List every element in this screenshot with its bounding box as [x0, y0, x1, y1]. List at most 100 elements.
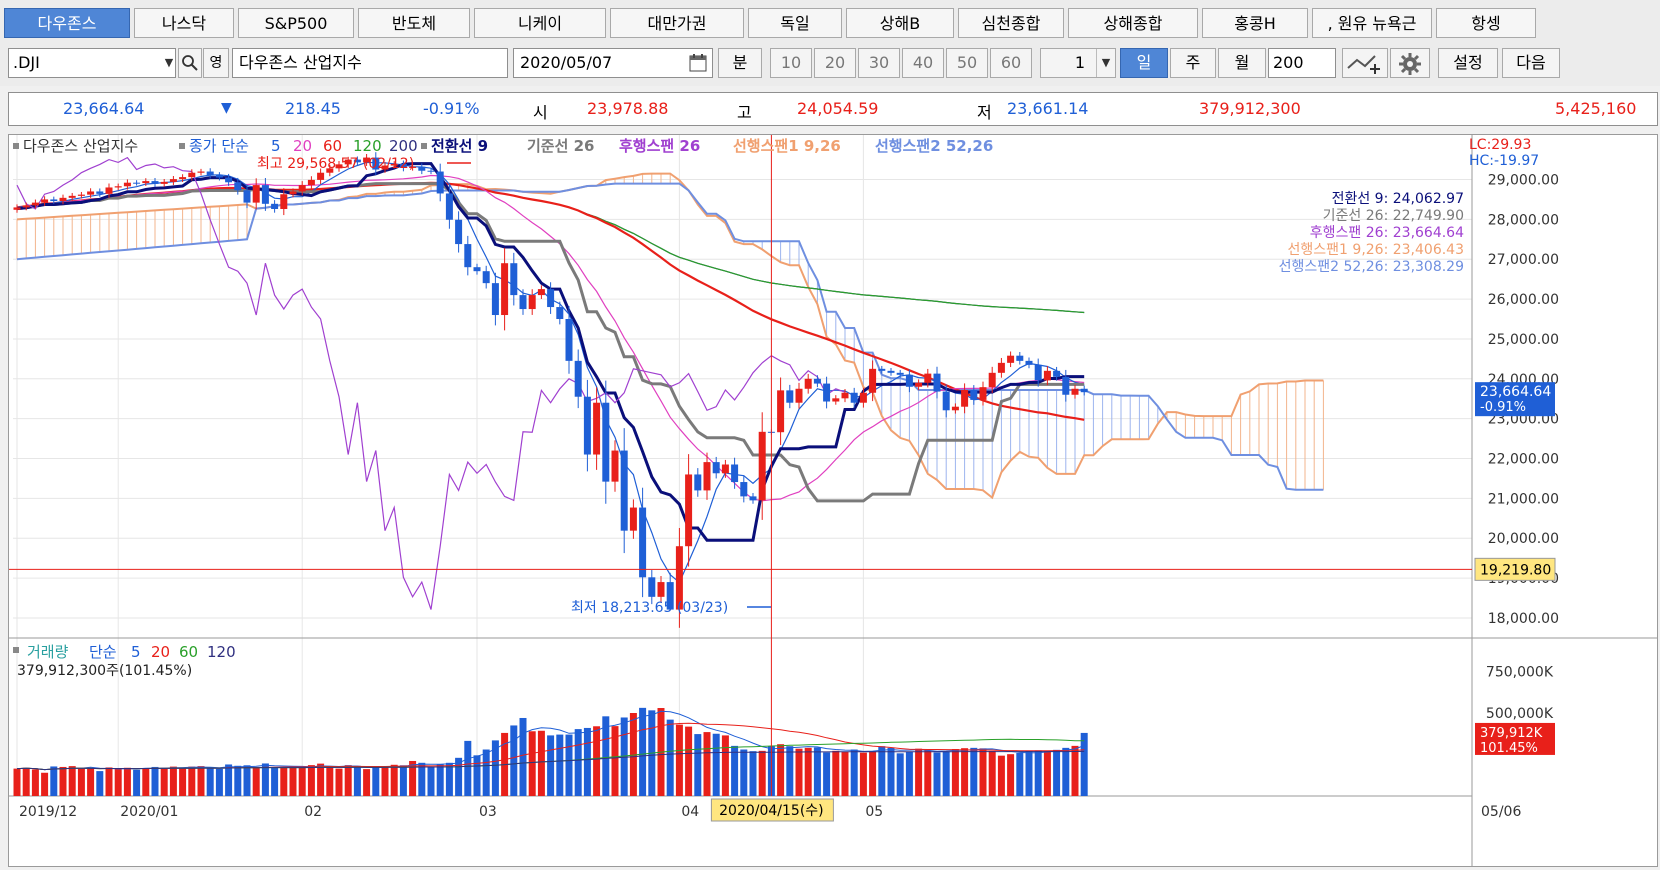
- volume-bar: [418, 762, 426, 796]
- candle: [169, 179, 177, 182]
- weekly-button[interactable]: 주: [1170, 48, 1216, 78]
- volume-bar: [50, 766, 58, 796]
- legend-ma5: 5: [271, 137, 281, 155]
- low-annotation: 최저 18,213.65 (03/23): [571, 600, 728, 616]
- candle: [685, 474, 693, 547]
- minute-40-button[interactable]: 40: [902, 48, 944, 78]
- date-tick-label: 03: [479, 804, 497, 820]
- volume-bar: [381, 766, 389, 796]
- last-pct-tag-label: -0.91%: [1480, 400, 1526, 415]
- tab-10[interactable]: 홍콩H: [1202, 8, 1308, 38]
- volume-bar: [758, 750, 766, 796]
- candle: [740, 482, 748, 497]
- candle: [501, 263, 509, 316]
- tab-9[interactable]: 상해종합: [1068, 8, 1198, 38]
- symbol-input[interactable]: .DJI: [8, 48, 176, 78]
- candle: [823, 383, 831, 402]
- volume-ma120-line: [16, 750, 1085, 771]
- price-tick-label: 22,000.00: [1488, 452, 1559, 468]
- candle: [381, 165, 389, 170]
- candle: [243, 190, 251, 203]
- volume-bar: [307, 765, 315, 796]
- date-input[interactable]: 2020/05/07: [513, 48, 713, 78]
- candle: [611, 450, 619, 482]
- symbol-dropdown-icon[interactable]: ▼: [164, 56, 174, 69]
- minute-60-button[interactable]: 60: [990, 48, 1032, 78]
- candle: [703, 462, 711, 491]
- candle: [878, 368, 886, 371]
- candle: [915, 382, 923, 387]
- extended-hours-button[interactable]: 영: [203, 48, 229, 78]
- tab-0[interactable]: 다우존스: [4, 8, 130, 38]
- volume-bar: [731, 745, 739, 796]
- candle: [455, 219, 463, 245]
- volume-bar: [280, 766, 288, 796]
- drawing-tool-icon[interactable]: [1342, 48, 1388, 78]
- tab-8[interactable]: 심천종합: [958, 8, 1064, 38]
- candle: [87, 191, 95, 195]
- volume-bar: [961, 748, 969, 796]
- tab-4[interactable]: 니케이: [474, 8, 606, 38]
- count-dropdown-icon[interactable]: ▼: [1096, 49, 1115, 77]
- tab-2[interactable]: S&P500: [238, 8, 354, 38]
- daily-button[interactable]: 일: [1120, 48, 1168, 78]
- date-tick-label: 05: [865, 804, 883, 820]
- tab-3[interactable]: 반도체: [358, 8, 470, 38]
- candle: [1071, 388, 1079, 395]
- volume-bar: [593, 726, 601, 796]
- monthly-button[interactable]: 월: [1218, 48, 1266, 78]
- volume-value: 379,912,300: [1199, 99, 1301, 118]
- bar-count-input[interactable]: 200: [1268, 48, 1336, 78]
- high-annotation: 최고 29,568.57 (02/12): [257, 156, 414, 172]
- price-tick-label: 27,000.00: [1488, 252, 1559, 268]
- settings-button[interactable]: 설정: [1438, 48, 1498, 78]
- volume-bar: [997, 755, 1005, 796]
- candle: [648, 577, 656, 597]
- minute-50-button[interactable]: 50: [946, 48, 988, 78]
- volume-bar: [556, 734, 564, 796]
- volume-bar: [850, 749, 858, 796]
- candle: [68, 195, 76, 198]
- high-price: 24,054.59: [797, 99, 879, 118]
- indicator-lines: [16, 156, 1324, 610]
- candle: [556, 307, 564, 320]
- candle: [749, 496, 757, 501]
- chart-panel[interactable]: 18,000.0019,000.0020,000.0021,000.0022,0…: [8, 134, 1658, 867]
- minute-30-button[interactable]: 30: [858, 48, 900, 78]
- search-icon[interactable]: [178, 48, 202, 78]
- base-line-value: 기준선 26: 22,749.90: [1323, 208, 1464, 224]
- candle: [215, 175, 223, 178]
- volume-bar: [675, 724, 683, 796]
- gear-icon[interactable]: [1390, 48, 1430, 78]
- candle: [574, 360, 582, 397]
- tab-11[interactable]: , 원유 뉴욕근: [1312, 8, 1432, 38]
- candle: [123, 182, 131, 187]
- next-button[interactable]: 다음: [1502, 48, 1560, 78]
- candle: [565, 319, 573, 361]
- volume-bar: [583, 727, 591, 796]
- volume-bar: [896, 753, 904, 796]
- minute-20-button[interactable]: 20: [814, 48, 856, 78]
- volume-bar: [915, 748, 923, 796]
- tab-6[interactable]: 독일: [748, 8, 842, 38]
- tab-1[interactable]: 나스닥: [134, 8, 234, 38]
- candle: [133, 182, 141, 184]
- count-stepper[interactable]: 1: [1040, 48, 1116, 78]
- volume-bar: [859, 752, 867, 796]
- tab-12[interactable]: 항셍: [1436, 8, 1536, 38]
- tab-7[interactable]: 상해B: [846, 8, 954, 38]
- price-volume-chart[interactable]: 18,000.0019,000.0020,000.0021,000.0022,0…: [9, 135, 1657, 866]
- legend-leading-span1: 선행스팬1 9,26: [733, 137, 841, 155]
- minute-period-button[interactable]: 분: [718, 48, 762, 78]
- candle: [777, 390, 785, 433]
- volume-bar: [133, 769, 141, 796]
- minute-10-button[interactable]: 10: [770, 48, 812, 78]
- candle: [813, 378, 821, 384]
- tab-5[interactable]: 대만가권: [610, 8, 744, 38]
- volume-bar: [1007, 754, 1015, 796]
- candle: [326, 168, 334, 173]
- bar-count-value: 200: [1273, 53, 1304, 72]
- calendar-icon[interactable]: [688, 52, 708, 74]
- volume-legend-title: 거래량: [27, 643, 69, 661]
- candle: [363, 157, 371, 163]
